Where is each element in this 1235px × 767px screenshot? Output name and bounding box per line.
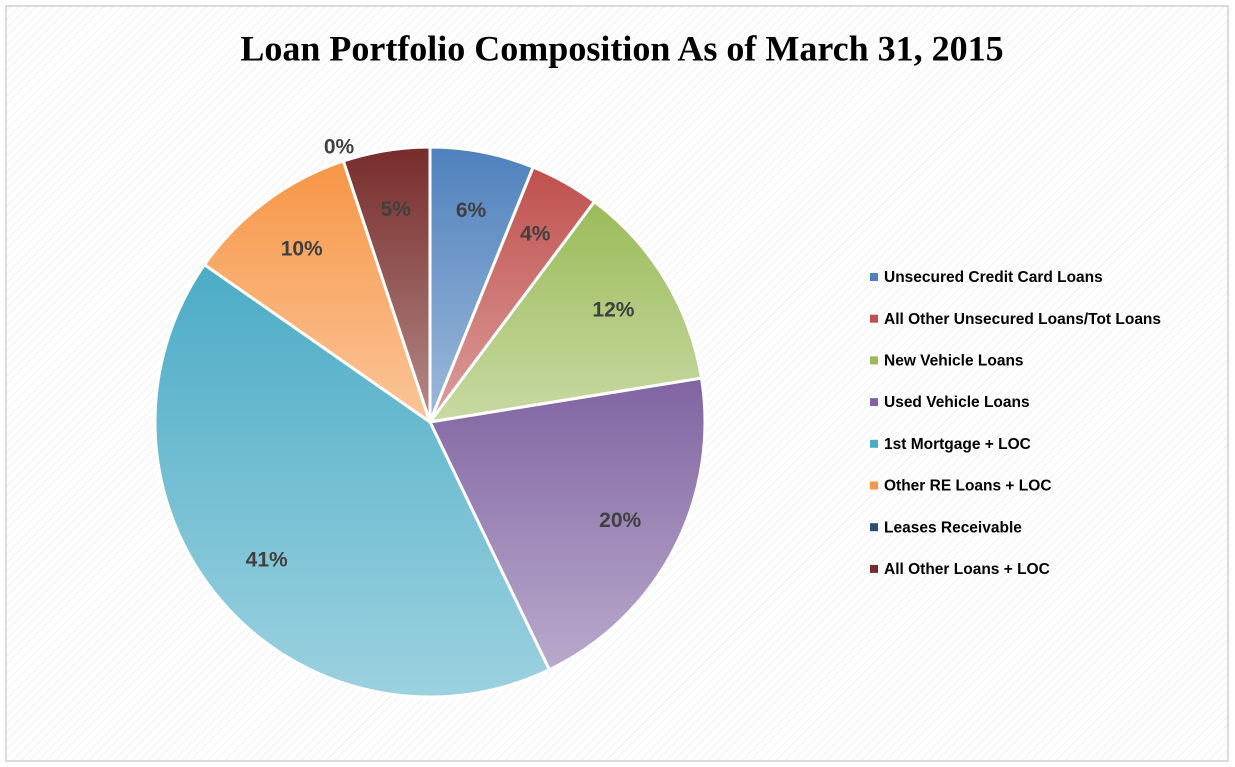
value-label: 10% xyxy=(281,238,323,261)
slice-shade xyxy=(430,378,705,670)
legend-label: All Other Loans + LOC xyxy=(884,561,1050,578)
slice-shade xyxy=(155,264,550,697)
slice-shade xyxy=(430,147,534,422)
legend-swatch xyxy=(870,523,878,532)
value-label: 20% xyxy=(599,509,641,532)
legend-label: New Vehicle Loans xyxy=(884,352,1024,369)
legend-swatch xyxy=(870,314,878,323)
legend-swatch xyxy=(870,273,878,281)
value-label: 41% xyxy=(246,549,288,572)
legend-label: All Other Unsecured Loans/Tot Loans xyxy=(884,311,1161,328)
legend-swatch xyxy=(870,398,878,407)
legend-label: Used Vehicle Loans xyxy=(884,394,1030,411)
legend-label: Leases Receivable xyxy=(884,519,1022,536)
value-label: 4% xyxy=(520,223,551,246)
value-label: 5% xyxy=(381,198,412,221)
slice-shade xyxy=(343,147,430,422)
legend-swatch xyxy=(870,356,878,365)
legend-label: Unsecured Credit Card Loans xyxy=(884,269,1103,286)
value-label: 6% xyxy=(456,199,487,222)
slice-shade xyxy=(430,201,702,422)
legend-swatch xyxy=(870,481,878,490)
slice-shade xyxy=(430,167,595,422)
chart-title: Loan Portfolio Composition As of March 3… xyxy=(240,28,1003,68)
slice-shade xyxy=(204,161,430,422)
value-label: 12% xyxy=(592,298,634,321)
value-label: 0% xyxy=(324,136,355,159)
legend-swatch xyxy=(870,564,878,573)
legend-label: 1st Mortgage + LOC xyxy=(884,436,1031,453)
legend-swatch xyxy=(870,439,878,448)
legend-label: Other RE Loans + LOC xyxy=(884,478,1052,495)
